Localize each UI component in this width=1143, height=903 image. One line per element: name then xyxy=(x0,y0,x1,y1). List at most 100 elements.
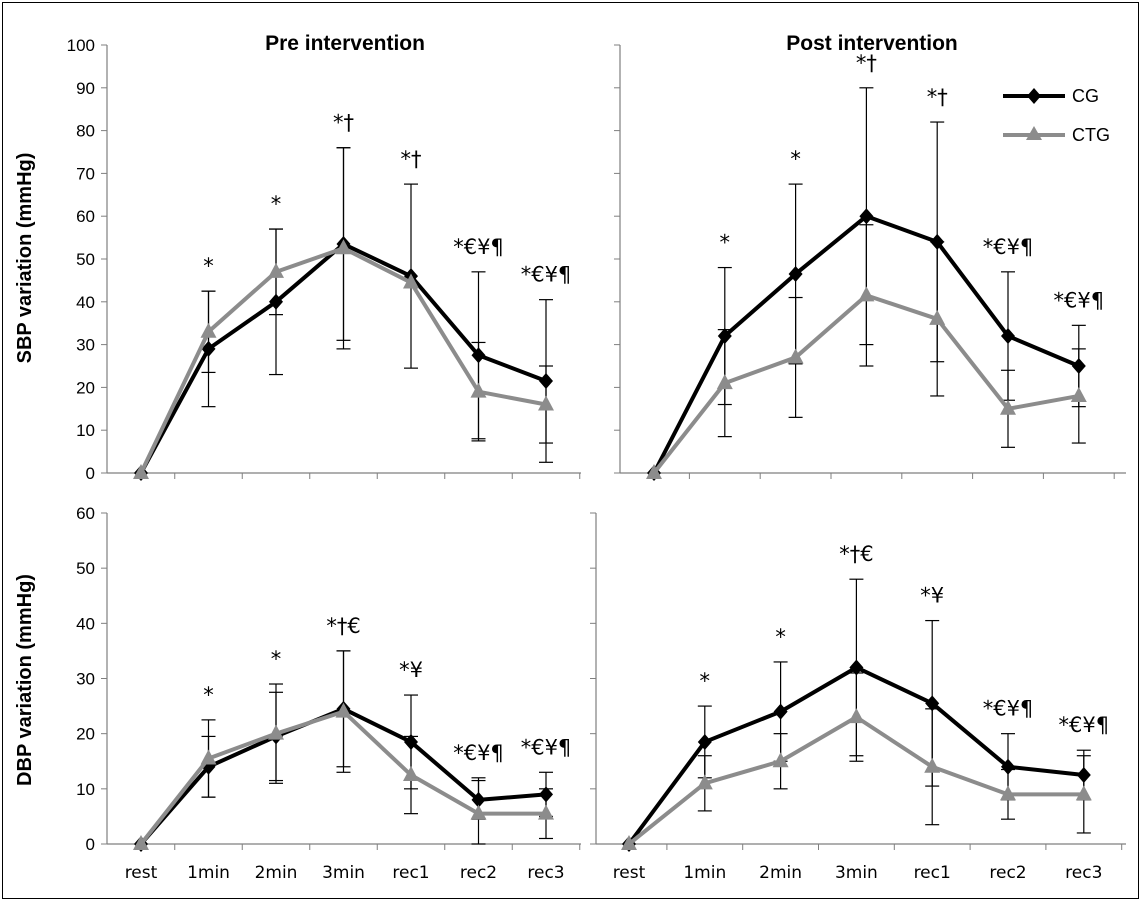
point-cg-3min xyxy=(849,659,864,676)
point-ctg-rest xyxy=(646,464,662,479)
panel-dbp_post: rest 1min 2min 3min rec1 rec2 rec3 * * *†€ *¥ *€¥¶ *… xyxy=(590,512,1126,883)
x-tick-label-rest: rest xyxy=(613,863,646,883)
y-tick-label: 30 xyxy=(76,670,95,689)
y-tick-label: 40 xyxy=(76,614,95,633)
x-tick-label-rec3: rec3 xyxy=(1065,863,1102,883)
point-ctg-3min xyxy=(858,286,875,302)
legend-ctg-label: CTG xyxy=(1072,125,1110,145)
significance-label-rec3: *€¥¶ xyxy=(1059,713,1110,737)
significance-label-rec1: *† xyxy=(401,147,422,171)
y-tick-label: 80 xyxy=(76,122,95,141)
x-tick-label-rec2: rec2 xyxy=(460,863,497,883)
point-ctg-rest xyxy=(133,835,149,850)
point-ctg-3min xyxy=(848,708,865,724)
y-tick-label: 10 xyxy=(76,780,95,799)
x-tick-label-1min: 1min xyxy=(187,863,230,883)
point-cg-rec1 xyxy=(930,233,945,250)
point-cg-rec1 xyxy=(925,695,940,712)
y-tick-label: 60 xyxy=(76,504,95,523)
point-ctg-2min xyxy=(268,724,284,740)
significance-label-1min: * xyxy=(720,231,731,255)
point-ctg-1min xyxy=(696,774,713,790)
point-cg-rec2 xyxy=(471,347,486,364)
point-cg-rec2 xyxy=(471,791,486,808)
point-cg-rec3 xyxy=(1071,358,1086,374)
y-label-dbp: DBP variation (mmHg) xyxy=(14,574,36,786)
title-post: Post intervention xyxy=(786,32,958,55)
point-ctg-rec1 xyxy=(924,757,941,773)
significance-label-rec2: *€¥¶ xyxy=(453,741,504,765)
x-tick-label-3min: 3min xyxy=(322,863,365,883)
y-tick-label: 0 xyxy=(86,835,95,854)
point-ctg-rest xyxy=(621,835,637,850)
y-tick-label: 70 xyxy=(76,164,95,183)
point-ctg-rest xyxy=(133,464,149,479)
panel-sbp_pre: 0 10 20 30 40 50 60 70 80 90 100 * * *† *† *€¥¶ *€¥¶ xyxy=(67,36,581,483)
point-ctg-2min xyxy=(787,348,804,364)
point-ctg-rec3 xyxy=(1070,386,1087,402)
significance-label-1min: * xyxy=(700,669,711,693)
significance-label-3min: *†€ xyxy=(839,542,873,566)
legend-cg-marker xyxy=(1027,88,1041,104)
legend-ctg-marker xyxy=(1026,126,1042,140)
significance-label-3min: *† xyxy=(333,111,354,135)
y-label-sbp: SBP variation (mmHg) xyxy=(14,153,36,364)
significance-label-rec3: *€¥¶ xyxy=(1054,288,1105,312)
point-ctg-rec2 xyxy=(1000,785,1016,801)
point-cg-rec2 xyxy=(1001,758,1015,775)
point-cg-1min xyxy=(717,328,732,345)
significance-label-rec1: *† xyxy=(927,85,948,109)
significance-label-2min: * xyxy=(271,192,282,216)
significance-label-2min: * xyxy=(790,147,801,171)
y-tick-label: 90 xyxy=(76,79,95,98)
point-ctg-3min xyxy=(335,239,352,255)
y-tick-label: 60 xyxy=(76,207,95,226)
x-tick-label-rec1: rec1 xyxy=(392,863,429,883)
y-tick-label: 40 xyxy=(76,293,95,312)
significance-label-rec1: *¥ xyxy=(399,658,423,682)
x-tick-label-2min: 2min xyxy=(255,863,298,883)
y-tick-label: 20 xyxy=(76,725,95,744)
point-ctg-rec2 xyxy=(470,804,487,820)
point-cg-1min xyxy=(201,340,216,357)
panel-dbp_pre: 0 10 20 30 40 50 60 rest 1min 2min 3min rec1 rec2 rec… xyxy=(76,504,581,883)
significance-label-rec2: *€¥¶ xyxy=(983,235,1034,259)
point-ctg-rec2 xyxy=(470,382,487,398)
x-tick-label-rec2: rec2 xyxy=(989,863,1026,883)
point-cg-3min xyxy=(859,208,874,225)
point-cg-2min xyxy=(773,703,788,720)
point-cg-2min xyxy=(269,293,283,310)
point-ctg-2min xyxy=(772,752,789,768)
y-tick-label: 100 xyxy=(67,36,95,55)
point-ctg-rec1 xyxy=(403,766,419,782)
significance-label-rec3: *€¥¶ xyxy=(521,735,572,759)
point-ctg-rec1 xyxy=(929,309,946,325)
x-tick-label-rest: rest xyxy=(125,863,158,883)
point-ctg-1min xyxy=(200,749,217,765)
significance-label-1min: * xyxy=(203,683,214,707)
point-ctg-rec3 xyxy=(1075,785,1092,801)
legend: CG CTG xyxy=(1003,86,1110,145)
point-cg-rec1 xyxy=(404,733,418,750)
point-cg-rec2 xyxy=(1001,328,1015,345)
significance-label-2min: * xyxy=(775,625,786,649)
x-tick-label-rec3: rec3 xyxy=(527,863,564,883)
point-ctg-rec3 xyxy=(538,804,554,820)
point-cg-rec3 xyxy=(539,372,553,389)
y-tick-label: 20 xyxy=(76,378,95,397)
x-tick-label-3min: 3min xyxy=(835,863,878,883)
point-cg-rec3 xyxy=(1076,767,1091,784)
significance-label-3min: *†€ xyxy=(326,614,360,638)
significance-label-1min: * xyxy=(203,254,214,278)
point-cg-1min xyxy=(697,733,712,750)
point-cg-2min xyxy=(788,265,803,282)
significance-label-rec2: *€¥¶ xyxy=(453,235,504,259)
y-tick-label: 30 xyxy=(76,336,95,355)
significance-label-rec3: *€¥¶ xyxy=(521,263,572,287)
panel-sbp_post: * * *† *† *€¥¶ *€¥¶ xyxy=(614,44,1126,481)
significance-label-rec1: *¥ xyxy=(920,584,944,608)
y-tick-label: 0 xyxy=(86,464,95,483)
point-ctg-1min xyxy=(200,322,217,338)
